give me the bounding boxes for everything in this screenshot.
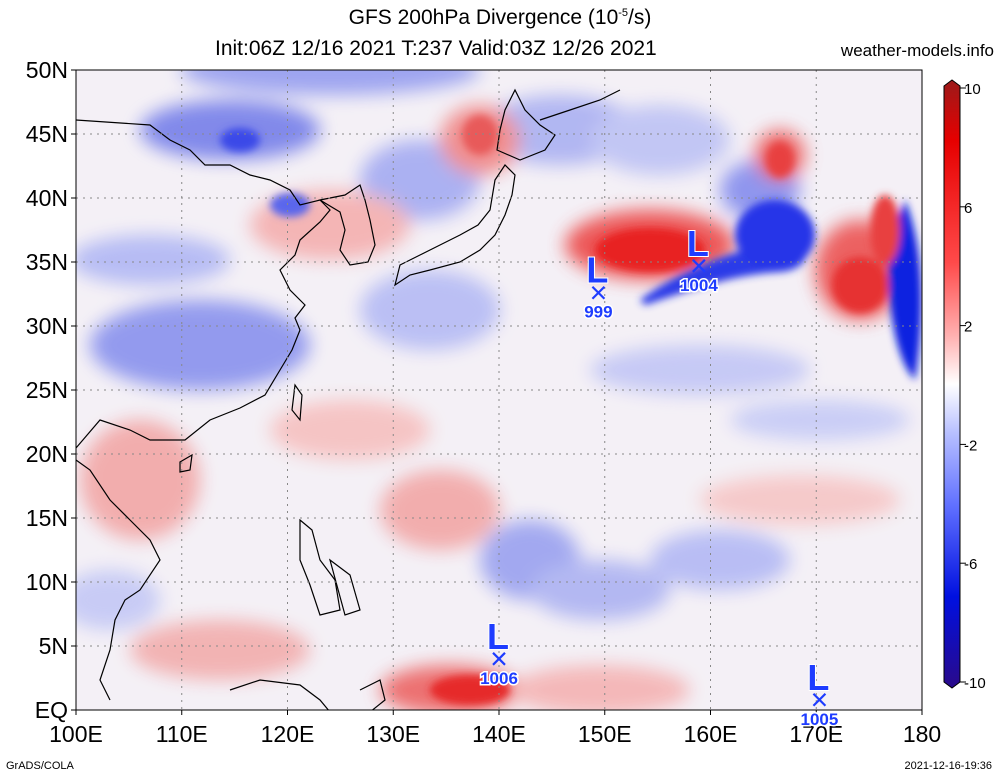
lon-tick-label: 180 [903,721,941,747]
colorbar: 10 6 2 -2 -6 -10 [943,79,986,692]
colorbar-tick-label: -2 [964,437,977,454]
lat-tick-label: EQ [35,697,68,723]
colorbar-ticks: 10 6 2 -2 -6 -10 [960,81,986,692]
lat-tick-label: 5N [39,633,68,659]
graticule [76,70,922,710]
lat-tick-label: 15N [26,505,68,531]
low-center-x-icon [492,652,506,666]
low-center-x-icon [812,692,827,707]
low-pressure-center: L 999 [583,249,614,324]
lon-tick-label: 150E [578,721,632,747]
site-credit: weather-models.info [840,41,994,60]
colorbar-tick-label: -6 [964,556,977,573]
low-center-x-icon [692,259,706,273]
low-letter: L [586,250,608,291]
low-pressure-markers: L 999 L 1004 L 1006 L 1005 [479,222,840,731]
low-letter: L [687,223,709,264]
software-credit: GrADS/COLA [6,760,74,772]
lat-tick-label: 10N [26,569,68,595]
colorbar-tick-label: 6 [964,200,972,217]
low-pressure-center: L 1004 [678,222,719,297]
colorbar-tick-label: 10 [964,81,981,98]
latitude-labels: 50N 45N 40N 35N 30N 25N 20N 15N 10N 5N EQ [26,57,76,723]
lat-tick-label: 45N [26,121,68,147]
lon-tick-label: 110E [156,721,208,747]
low-pressure-value: 1006 [480,669,518,688]
longitude-labels: 100E 110E 120E 130E 140E 150E 160E 170E 180 [49,710,941,747]
low-letter: L [807,657,829,698]
lat-tick-label: 30N [26,313,68,339]
divergence-field [76,70,922,710]
lat-tick-label: 50N [26,57,68,83]
lon-tick-label: 120E [261,721,315,747]
low-pressure-center: L 1005 [799,656,840,731]
chart-subtitle: Init:06Z 12/16 2021 T:237 Valid:03Z 12/2… [215,37,657,60]
lon-tick-label: 100E [49,721,103,747]
low-letter: L [487,616,509,657]
low-pressure-center: L 1006 [479,615,520,690]
low-pressure-value: 1004 [680,276,718,295]
render-timestamp: 2021-12-16-19:36 [904,760,992,772]
lon-tick-label: 160E [684,721,738,747]
colorbar-tick-label: 2 [964,319,972,336]
lon-tick-label: 140E [472,721,526,747]
colorbar-scale [943,79,961,689]
low-center-x-icon [591,285,606,300]
lat-tick-label: 40N [26,185,68,211]
chart-title: GFS 200hPa Divergence (10-5/s) [348,6,652,29]
lat-tick-label: 20N [26,441,68,467]
colorbar-tick-label: -10 [964,675,986,692]
low-pressure-value: 999 [584,303,612,322]
lon-tick-label: 130E [366,721,420,747]
lon-tick-label: 170E [789,721,843,747]
lat-tick-label: 25N [26,377,68,403]
lat-tick-label: 35N [26,249,68,275]
low-pressure-value: 1005 [801,710,839,729]
